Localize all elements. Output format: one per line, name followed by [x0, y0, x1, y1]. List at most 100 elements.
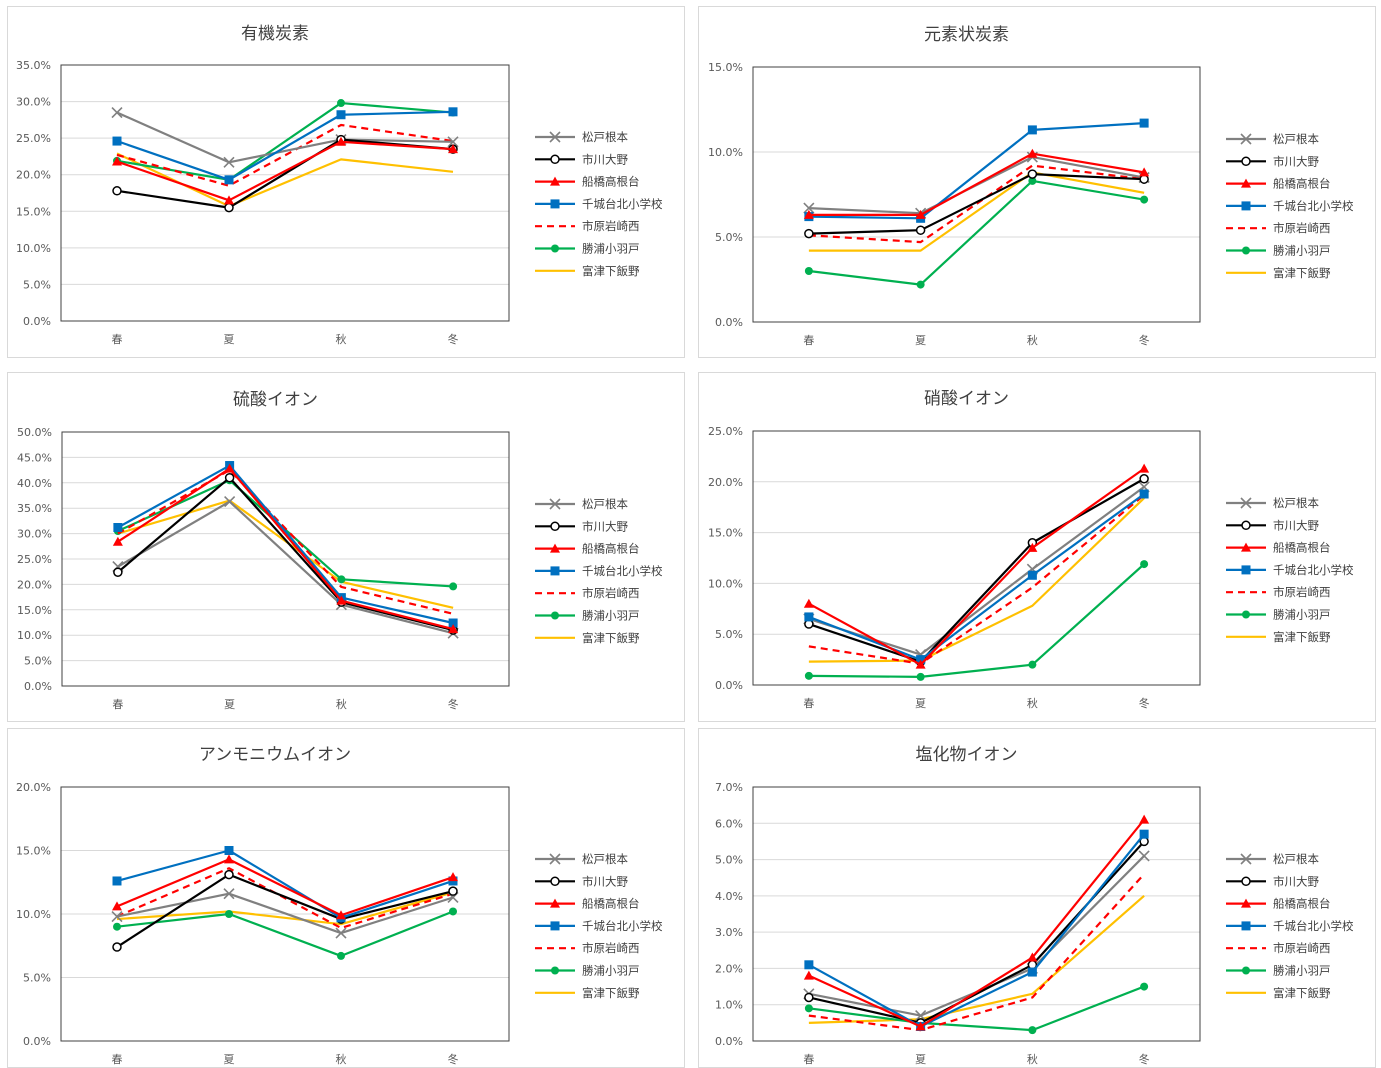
x-tick-label: 夏 [224, 1053, 235, 1066]
x-tick-label: 春 [112, 1053, 123, 1066]
x-tick-label: 秋 [336, 697, 347, 711]
legend-label: 市川大野 [1273, 154, 1319, 168]
chart-svg: アンモニウムイオン 0.0% 5.0% 10.0% 15.0% 20.0% 春 夏 秋 冬 松戸根本… [16, 745, 663, 1066]
data-point-katsuura [916, 672, 925, 681]
legend-label: 市川大野 [582, 874, 628, 888]
legend-marker [550, 543, 560, 553]
x-tick-label: 春 [112, 698, 123, 711]
data-point-katsuura [804, 671, 813, 680]
data-point-chishirodai [1139, 829, 1149, 839]
series-futtsu [116, 891, 454, 926]
data-point-ichikawa [1139, 474, 1149, 484]
series-line-futtsu [808, 895, 1145, 1024]
y-tick-label: 5.0% [715, 628, 743, 641]
x-tick-label: 秋 [336, 1052, 347, 1066]
data-point-ichikawa [448, 886, 458, 896]
y-tick-label: 20.0% [708, 476, 743, 489]
chart-panel-nitrate-ion: 硝酸イオン 0.0% 5.0% 10.0% 15.0% 20.0% 25.0% 春 夏 秋 冬 松戸根… [698, 372, 1376, 722]
chart-svg: 元素状炭素 0.0% 5.0% 10.0% 15.0% 春 夏 秋 冬 松戸根本市川大野船橋高根台… [708, 25, 1354, 347]
series-ichihara [808, 164, 1145, 244]
data-point-matsudo [447, 136, 459, 148]
y-tick-label: 50.0% [17, 426, 52, 439]
legend-marker [1241, 876, 1251, 887]
legend-item-ichihara: 市原岩崎西 [1226, 221, 1331, 235]
legend-item-futtsu: 富津下飯野 [1226, 986, 1331, 1000]
legend-label: 勝浦小羽戸 [1273, 964, 1331, 978]
data-point-katsuura [337, 951, 345, 960]
series-ichikawa [112, 869, 458, 952]
x-tick-label: 冬 [448, 697, 459, 711]
plot-area [61, 431, 510, 687]
legend-marker [1241, 520, 1251, 531]
data-point-chishirodai [1139, 489, 1149, 499]
y-tick-label: 5.0% [24, 655, 52, 668]
data-point-funabashi [448, 872, 458, 882]
data-point-funabashi [448, 144, 458, 154]
data-point-matsudo [111, 910, 123, 923]
chart-svg: 硝酸イオン 0.0% 5.0% 10.0% 15.0% 20.0% 25.0% 春 夏 秋 冬 松戸根… [708, 389, 1354, 710]
chart-svg: 有機炭素 0.0% 5.0% 10.0% 15.0% 20.0% 25.0% 30.0% 35.… [16, 24, 663, 346]
series-futtsu [808, 171, 1145, 252]
x-tick-label: 春 [803, 697, 814, 710]
legend-item-ichihara: 市原岩崎西 [535, 941, 640, 955]
legend-marker [550, 566, 560, 576]
legend-item-ichihara: 市原岩崎西 [1226, 585, 1331, 599]
legend-item-ichikawa: 市川大野 [1226, 874, 1319, 888]
chart-title: アンモニウムイオン [199, 745, 351, 765]
x-tick-label: 秋 [336, 332, 347, 346]
legend-marker [1240, 133, 1252, 145]
legend-item-ichikawa: 市川大野 [535, 519, 628, 533]
legend-item-chishirodai: 千城台北小学校 [535, 919, 663, 933]
plot-area [60, 64, 510, 322]
y-tick-label: 5.0% [23, 278, 51, 291]
chart-title: 元素状炭素 [924, 25, 1009, 45]
series-line-funabashi [808, 467, 1145, 666]
data-point-matsudo [223, 888, 235, 900]
legend-item-funabashi: 船橋高根台 [1226, 541, 1331, 555]
series-ichihara [808, 494, 1145, 665]
y-tick-label: 0.0% [715, 679, 743, 692]
y-tick-label: 5.0% [715, 854, 743, 867]
series-line-ichikawa [808, 173, 1145, 235]
legend-item-funabashi: 船橋高根台 [535, 542, 640, 556]
legend-label: 市原岩崎西 [582, 586, 640, 600]
legend-item-futtsu: 富津下飯野 [1226, 266, 1331, 280]
legend-item-matsudo: 松戸根本 [1226, 852, 1319, 866]
data-point-ichikawa [804, 228, 814, 239]
series-line-katsuura [116, 101, 454, 181]
series-line-ichihara [117, 468, 454, 615]
y-tick-label: 30.0% [17, 528, 52, 541]
legend-label: 千城台北小学校 [582, 197, 663, 211]
chart-title: 塩化物イオン [916, 745, 1018, 765]
legend-item-matsudo: 松戸根本 [535, 497, 628, 511]
legend-label: 松戸根本 [1273, 496, 1319, 510]
data-point-katsuura [337, 575, 346, 584]
data-point-katsuura [1140, 195, 1149, 204]
legend-marker [1242, 966, 1250, 975]
data-point-ichikawa [915, 225, 926, 235]
series-line-ichihara [808, 494, 1145, 665]
data-point-funabashi [224, 463, 235, 473]
data-point-katsuura [1140, 982, 1149, 991]
series-line-chishirodai [117, 464, 454, 625]
legend-marker [1241, 201, 1251, 211]
series-futtsu [808, 895, 1145, 1024]
legend-label: 富津下飯野 [1273, 266, 1331, 280]
y-tick-label: 10.0% [708, 146, 743, 159]
series-line-chishirodai [116, 110, 454, 181]
y-tick-label: 25.0% [17, 553, 52, 566]
data-point-funabashi [448, 624, 459, 634]
series-line-ichikawa [116, 873, 454, 948]
chart-panel-elemental-carbon: 元素状炭素 0.0% 5.0% 10.0% 15.0% 春 夏 秋 冬 松戸根本 市川大野 船橋高根台… [698, 6, 1376, 358]
legend-label: 市原岩崎西 [1273, 585, 1331, 599]
data-point-funabashi [336, 136, 346, 146]
data-point-katsuura [449, 907, 457, 916]
y-tick-label: 2.0% [715, 962, 743, 975]
data-point-chishirodai [916, 655, 926, 665]
legend-label: 市原岩崎西 [582, 941, 640, 955]
data-point-katsuura [113, 922, 121, 931]
chart-svg: 塩化物イオン 0.0% 1.0% 2.0% 3.0% 4.0% 5.0% 6.0% 7.0% 春 夏… [715, 745, 1354, 1066]
legend-item-katsuura: 勝浦小羽戸 [1226, 964, 1331, 978]
y-tick-label: 10.0% [16, 908, 51, 921]
